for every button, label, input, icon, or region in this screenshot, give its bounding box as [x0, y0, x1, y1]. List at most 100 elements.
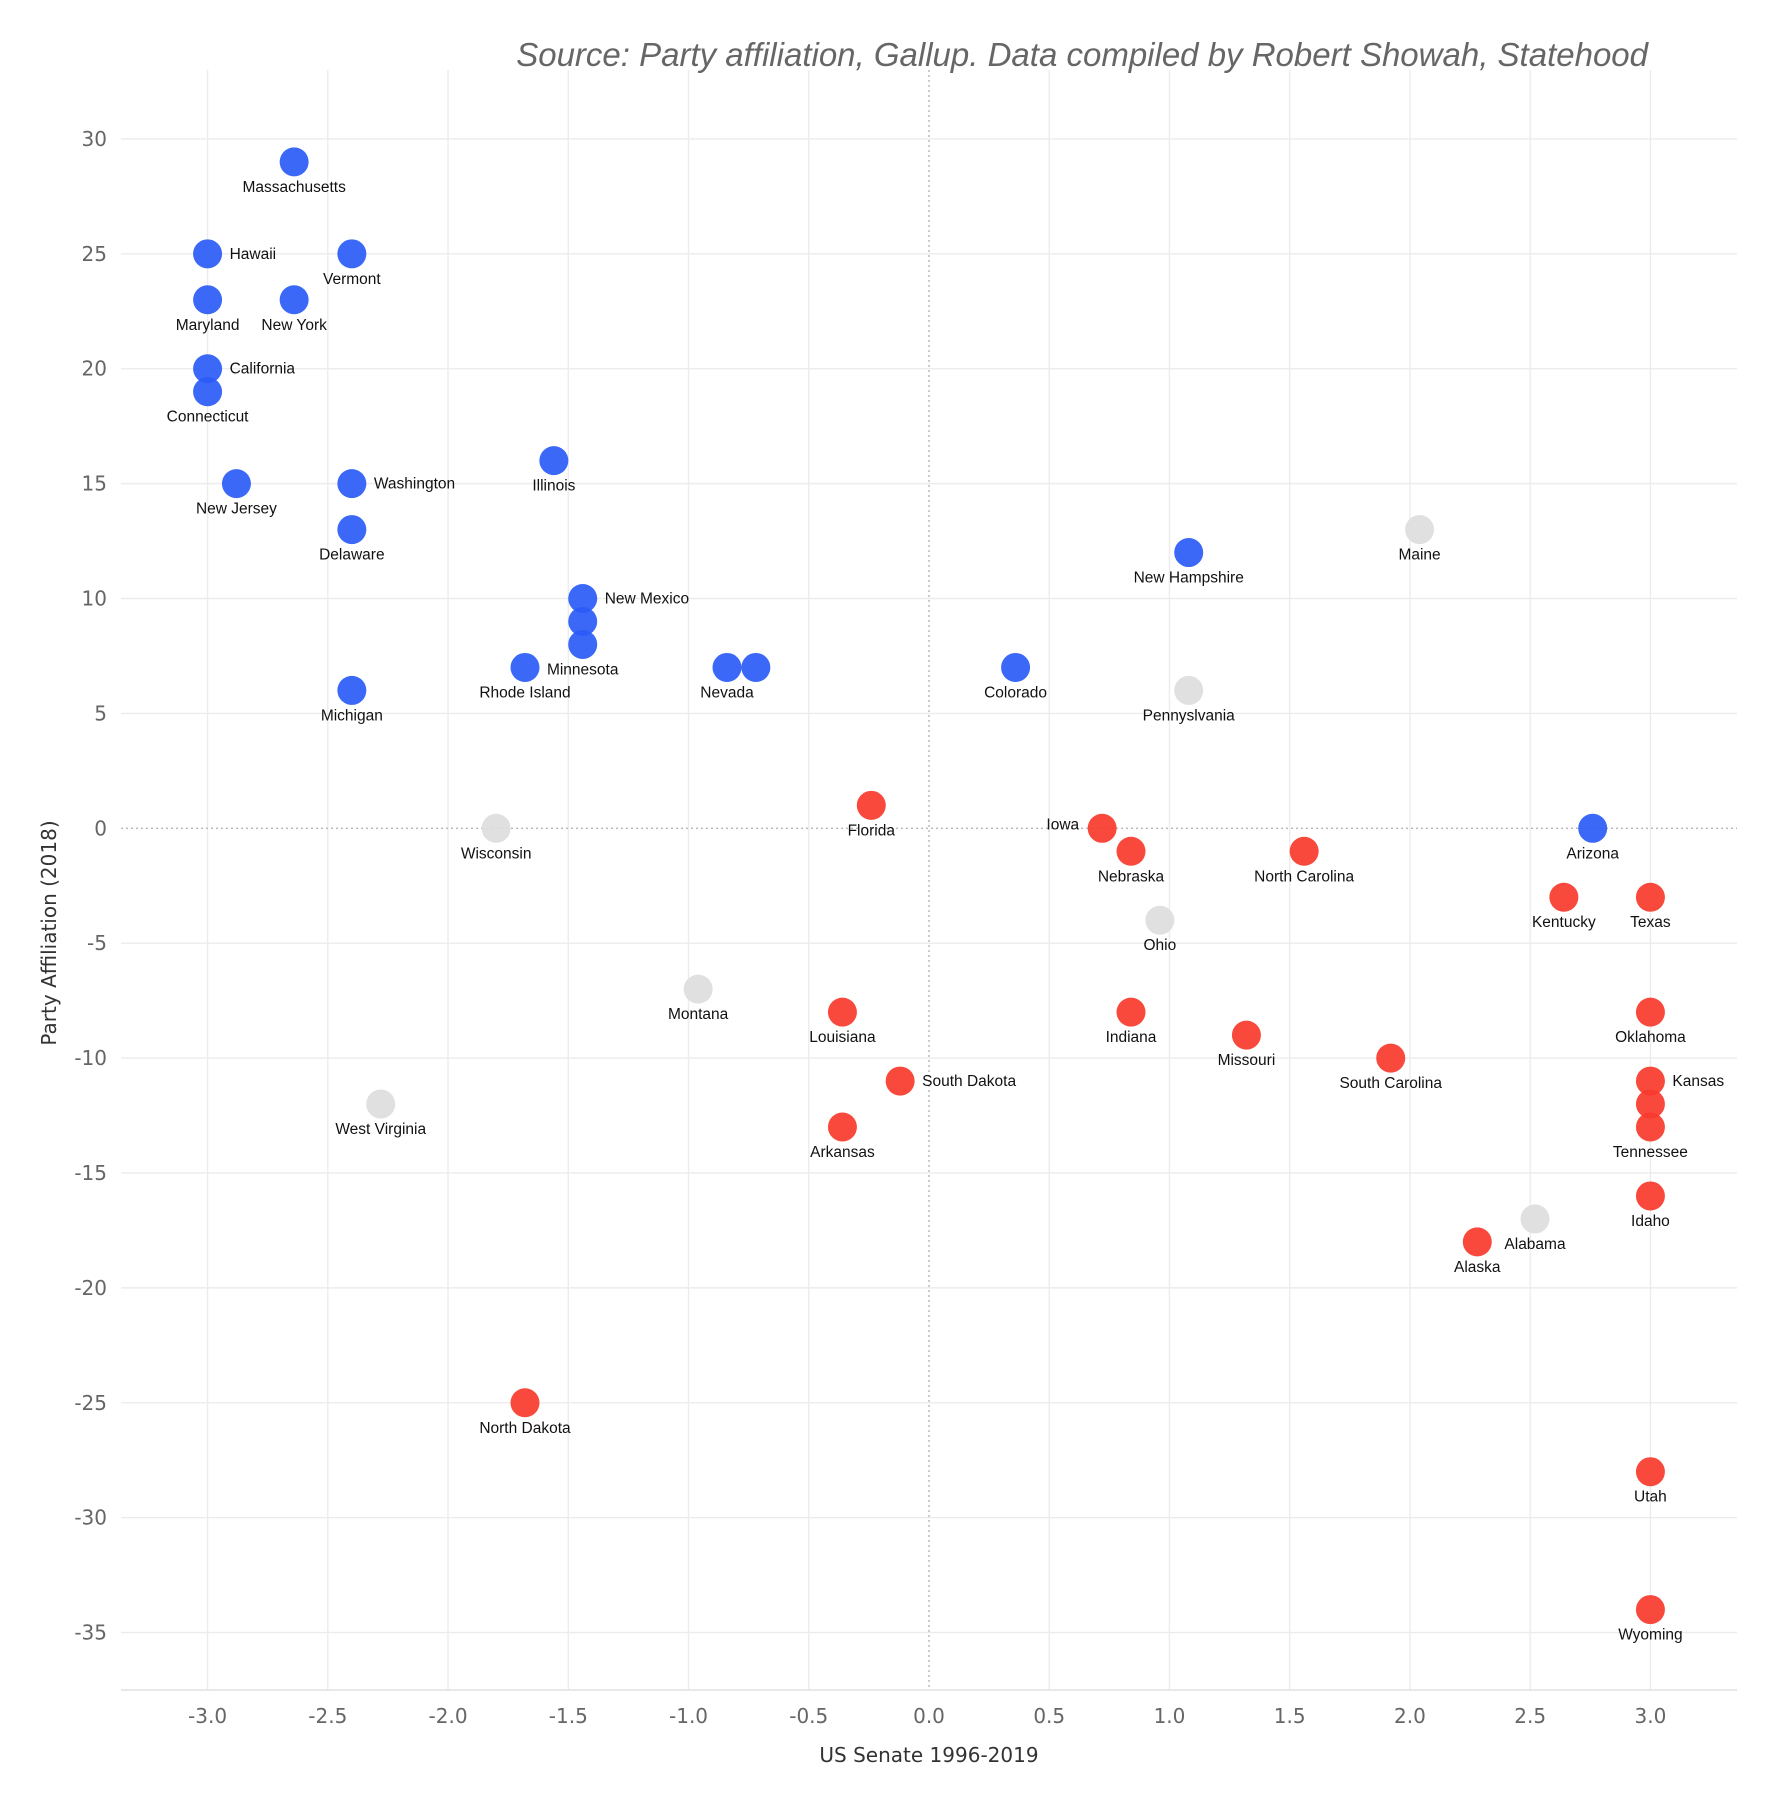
data-point	[568, 584, 598, 614]
point-label: Idaho	[1631, 1213, 1670, 1230]
point-label: Iowa	[1046, 816, 1079, 833]
data-point	[1231, 1020, 1261, 1050]
point-label: Alabama	[1504, 1236, 1566, 1253]
point-label: New York	[261, 317, 327, 334]
data-point	[856, 790, 886, 820]
x-tick-label: 2.5	[1514, 1704, 1546, 1728]
data-point	[1635, 1112, 1665, 1142]
data-point	[1520, 1204, 1550, 1234]
y-tick-label: -5	[87, 931, 107, 955]
point-label: Wyoming	[1618, 1627, 1682, 1644]
point-label: Connecticut	[167, 409, 250, 426]
data-point	[193, 239, 223, 269]
point-label: Washington	[374, 476, 455, 493]
x-tick-label: 1.0	[1154, 1704, 1186, 1728]
x-tick-label: -0.5	[789, 1704, 828, 1728]
data-point	[481, 813, 511, 843]
point-label: Hawaii	[230, 246, 277, 263]
point-label: Louisiana	[809, 1029, 876, 1046]
y-tick-label: -25	[74, 1391, 107, 1415]
data-point	[193, 377, 223, 407]
data-point	[1578, 813, 1608, 843]
x-axis-title: US Senate 1996-2019	[819, 1743, 1038, 1767]
data-point	[279, 285, 309, 315]
data-point	[1174, 538, 1204, 568]
data-point	[1549, 882, 1579, 912]
data-point	[568, 629, 598, 659]
axes: -3.0 -2.5 -2.0 -1.5 -1.0 -0.5 0.0 0.5 1.0 1.5 2.0 2…	[74, 127, 1737, 1728]
data-point	[337, 469, 367, 499]
y-tick-label: 0	[94, 816, 107, 840]
x-tick-label: -3.0	[188, 1704, 227, 1728]
data-point	[1405, 515, 1435, 545]
data-point	[337, 239, 367, 269]
data-point	[1635, 1181, 1665, 1211]
data-point	[712, 652, 742, 682]
point-label: Colorado	[984, 684, 1047, 701]
data-point	[1376, 1043, 1406, 1073]
data-point	[1635, 997, 1665, 1027]
y-tick-label: 25	[82, 242, 107, 266]
data-point	[885, 1066, 915, 1096]
point-label: Oklahoma	[1615, 1029, 1686, 1046]
data-point	[1289, 836, 1319, 866]
point-label: West Virginia	[335, 1121, 426, 1138]
y-tick-label: 10	[82, 587, 107, 611]
x-tick-label: 2.0	[1394, 1704, 1426, 1728]
point-label: Ohio	[1143, 937, 1176, 954]
point-label: Alaska	[1454, 1259, 1501, 1276]
data-point	[741, 652, 771, 682]
data-point	[1635, 1595, 1665, 1625]
point-label: New Mexico	[605, 591, 689, 608]
x-tick-label: -2.0	[429, 1704, 468, 1728]
data-point	[1001, 652, 1031, 682]
data-point	[1087, 813, 1117, 843]
point-label: Minnesota	[547, 661, 619, 678]
data-point	[510, 1388, 540, 1418]
point-label: Nebraska	[1098, 868, 1165, 885]
x-tick-label: 3.0	[1635, 1704, 1667, 1728]
data-point	[683, 974, 713, 1004]
data-point	[221, 469, 251, 499]
point-label: Missouri	[1218, 1052, 1276, 1069]
data-point	[827, 1112, 857, 1142]
data-point	[1116, 836, 1146, 866]
data-point	[1635, 882, 1665, 912]
point-label: Montana	[668, 1006, 729, 1023]
data-point	[193, 285, 223, 315]
y-tick-label: 5	[94, 701, 107, 725]
point-label: Florida	[848, 822, 896, 839]
y-tick-label: -20	[74, 1276, 107, 1300]
y-tick-label: -35	[74, 1621, 107, 1645]
point-label: Arkansas	[810, 1144, 875, 1161]
point-label: Utah	[1634, 1489, 1667, 1506]
y-tick-label: -15	[74, 1161, 107, 1185]
point-label: Rhode Island	[479, 684, 570, 701]
data-point	[1174, 675, 1204, 705]
point-label: New Hampshire	[1134, 570, 1244, 587]
point-label: Maryland	[176, 317, 240, 334]
x-tick-label: -1.5	[549, 1704, 588, 1728]
point-label: Vermont	[323, 271, 381, 288]
point-label: South Carolina	[1339, 1075, 1442, 1092]
point-label: Delaware	[319, 547, 384, 564]
data-point	[337, 515, 367, 545]
data-point	[1116, 997, 1146, 1027]
point-label: Indiana	[1106, 1029, 1157, 1046]
data-point	[366, 1089, 396, 1119]
data-point	[1635, 1089, 1665, 1119]
y-tick-label: 30	[82, 127, 107, 151]
data-point	[539, 446, 569, 476]
point-label: Wisconsin	[461, 845, 532, 862]
point-label: Maine	[1398, 547, 1440, 564]
point-label: Massachusetts	[242, 179, 346, 196]
point-label: Illinois	[532, 478, 575, 495]
point-label: Tennessee	[1613, 1144, 1688, 1161]
point-label: Texas	[1630, 914, 1671, 931]
point-label: California	[230, 361, 296, 378]
point-label: North Carolina	[1254, 868, 1354, 885]
point-label: South Dakota	[922, 1073, 1016, 1090]
data-point	[827, 997, 857, 1027]
x-tick-label: 1.5	[1274, 1704, 1306, 1728]
y-axis-title: Party Affiliation (2018)	[37, 820, 61, 1045]
